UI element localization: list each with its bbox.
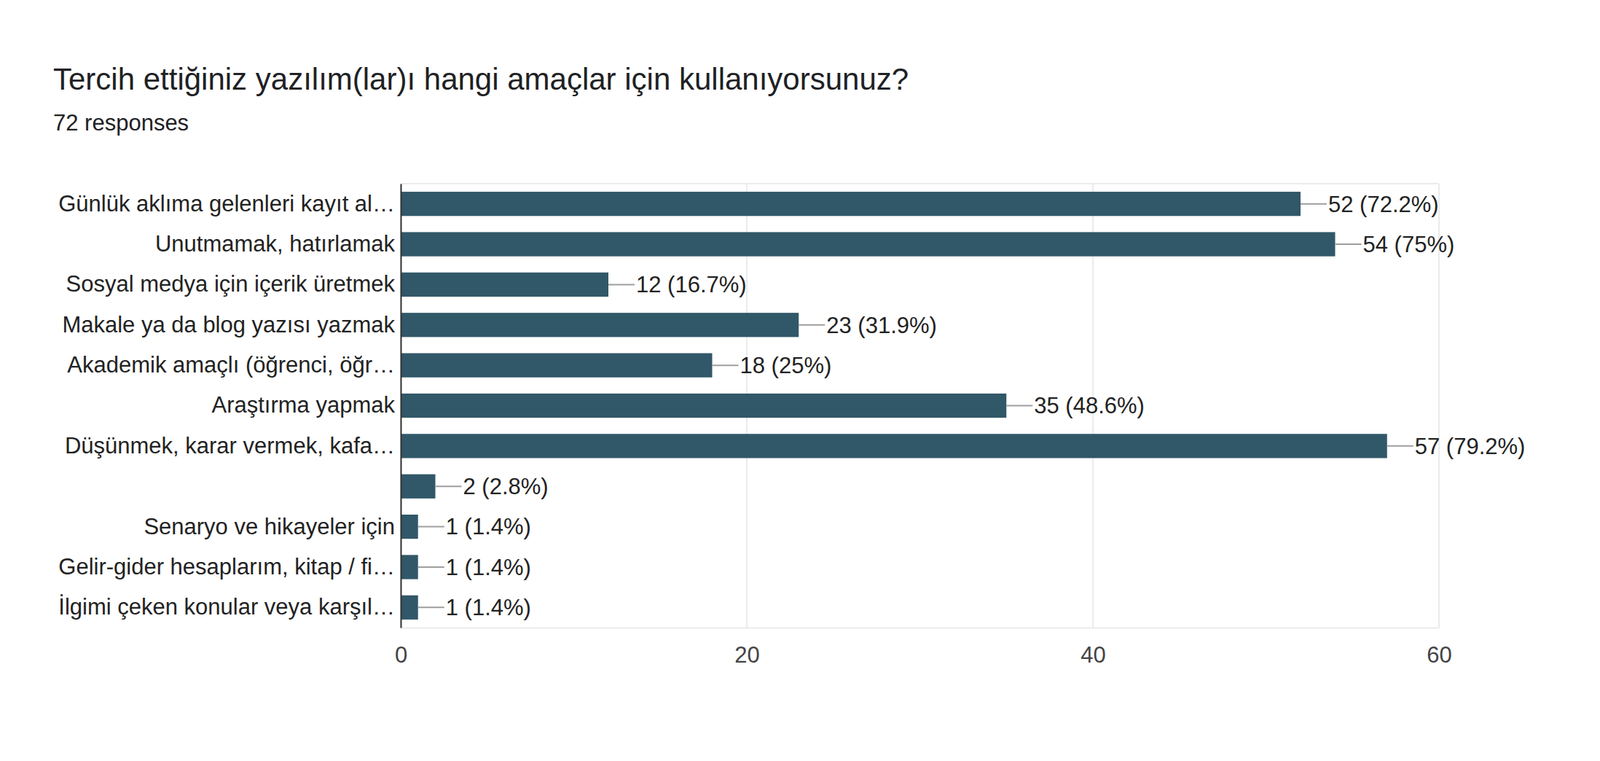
y-tick: Düşünmek, karar vermek, kafa… bbox=[64, 432, 401, 459]
bar bbox=[400, 595, 419, 620]
y-tick: Araştırma yapmak bbox=[211, 391, 401, 418]
category-label: Senaryo ve hikayeler için bbox=[143, 513, 395, 540]
bar bbox=[400, 312, 799, 337]
y-tick: Unutmamak, hatırlamak bbox=[155, 230, 401, 257]
bar bbox=[400, 393, 1007, 418]
y-tick: Akademik amaçlı (öğrenci, öğr… bbox=[67, 351, 401, 378]
category-label: Araştırma yapmak bbox=[211, 391, 395, 418]
bar bbox=[400, 191, 1301, 216]
bar bbox=[400, 433, 1388, 458]
label-connector bbox=[1387, 445, 1414, 447]
y-tick: Senaryo ve hikayeler için bbox=[143, 513, 401, 540]
data-label: 35 (48.6%) bbox=[1033, 392, 1145, 419]
bar bbox=[400, 514, 419, 539]
x-tick-label: 20 bbox=[734, 641, 760, 668]
category-label: Günlük aklıma gelenleri kayıt al… bbox=[58, 190, 395, 217]
data-label: 54 (75%) bbox=[1363, 231, 1456, 258]
data-label: 12 (16.7%) bbox=[636, 271, 747, 298]
category-label: Akademik amaçlı (öğrenci, öğr… bbox=[67, 351, 395, 378]
y-axis-line bbox=[400, 184, 403, 629]
data-label: 1 (1.4%) bbox=[445, 554, 532, 580]
data-label: 23 (31.9%) bbox=[826, 312, 937, 339]
bar bbox=[400, 554, 419, 579]
y-axis: Günlük aklıma gelenleri kayıt al… Unutmam… bbox=[58, 184, 401, 629]
label-connector bbox=[1300, 203, 1327, 205]
label-connector bbox=[798, 324, 825, 326]
label-connector bbox=[418, 526, 445, 528]
bar bbox=[400, 474, 436, 499]
label-connector bbox=[1335, 243, 1362, 245]
data-label: 18 (25%) bbox=[740, 352, 833, 379]
y-tick: Günlük aklıma gelenleri kayıt al… bbox=[58, 190, 401, 217]
data-label: 2 (2.8%) bbox=[463, 473, 549, 500]
x-tick: 0 bbox=[394, 627, 408, 668]
label-connector bbox=[1006, 405, 1033, 407]
frame-top bbox=[400, 182, 1439, 185]
category-label: Düşünmek, karar vermek, kafa… bbox=[64, 432, 395, 459]
bar bbox=[400, 231, 1336, 256]
category-label: Sosyal medya için içerik üretmek bbox=[66, 271, 396, 297]
y-tick: Gelir-gider hesaplarım, kitap / fi… bbox=[58, 553, 401, 580]
x-tick: 60 bbox=[1426, 627, 1452, 668]
plot: 0 20 40 60 Günlük aklıma gelenleri kayıt al…… bbox=[58, 183, 1525, 668]
category-label: İlgimi çeken konular veya karşıl… bbox=[58, 593, 395, 620]
x-axis: 0 20 40 60 bbox=[394, 627, 1453, 668]
category-label: Gelir-gider hesaplarım, kitap / fi… bbox=[58, 553, 395, 580]
x-tick-label: 40 bbox=[1080, 641, 1106, 668]
y-tick: Sosyal medya için içerik üretmek bbox=[66, 271, 401, 297]
grid-line bbox=[400, 183, 402, 628]
x-axis-line bbox=[401, 627, 1440, 629]
subtitle: 72 responses bbox=[53, 110, 189, 136]
grid bbox=[400, 183, 1439, 628]
data-label: 1 (1.4%) bbox=[445, 513, 532, 540]
data-labels: 52 (72.2%) 54 (75%) 12 (16.7%) 23 (31.9%) 18… bbox=[418, 191, 1526, 621]
title: Tercih ettiğiniz yazılım(lar)ı hangi ama… bbox=[53, 61, 909, 97]
x-tick-label: 0 bbox=[394, 641, 408, 668]
bar bbox=[400, 272, 609, 297]
y-tick: Makale ya da blog yazısı yazmak bbox=[61, 311, 401, 338]
label-connector bbox=[418, 606, 445, 608]
label-connector bbox=[435, 485, 462, 487]
x-tick-label: 60 bbox=[1426, 641, 1452, 668]
data-label: 52 (72.2%) bbox=[1328, 191, 1439, 218]
x-tick: 40 bbox=[1080, 627, 1106, 668]
label-connector bbox=[712, 364, 739, 366]
label-connector bbox=[418, 566, 445, 568]
label-connector bbox=[608, 283, 635, 285]
y-tick: İlgimi çeken konular veya karşıl… bbox=[58, 593, 401, 620]
data-label: 57 (79.2%) bbox=[1414, 433, 1526, 460]
category-label: Makale ya da blog yazısı yazmak bbox=[61, 311, 395, 338]
category-label: Unutmamak, hatırlamak bbox=[155, 230, 396, 257]
bars bbox=[400, 191, 1388, 620]
x-tick: 20 bbox=[734, 627, 760, 668]
chart: Tercih ettiğiniz yazılım(lar)ı hangi ama… bbox=[0, 0, 1600, 761]
data-label: 1 (1.4%) bbox=[445, 594, 532, 621]
bar bbox=[400, 353, 713, 378]
